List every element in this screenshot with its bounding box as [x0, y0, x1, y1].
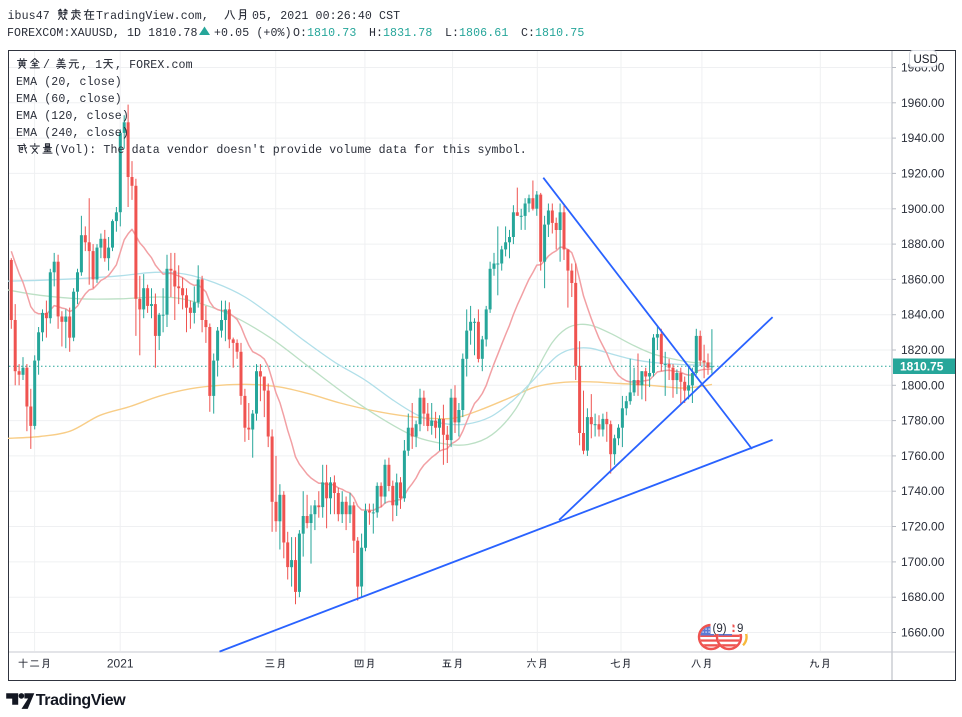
svg-text:1700.00: 1700.00 [901, 555, 945, 569]
svg-text:1831.78: 1831.78 [383, 27, 432, 40]
svg-text:EMA (20, close): EMA (20, close) [16, 76, 122, 89]
svg-text:1820.00: 1820.00 [901, 343, 945, 357]
svg-text:USD: USD [914, 54, 938, 66]
svg-text:/: / [43, 59, 50, 72]
svg-text:1680.00: 1680.00 [901, 590, 945, 604]
svg-text:1960.00: 1960.00 [901, 96, 945, 110]
svg-text:1760.00: 1760.00 [901, 449, 945, 463]
svg-text:1800.00: 1800.00 [901, 378, 945, 392]
svg-text:TradingView: TradingView [36, 692, 127, 709]
svg-text:ibus47: ibus47 [8, 10, 50, 23]
svg-text:(9): (9) [713, 623, 727, 635]
svg-text:C:: C: [521, 27, 535, 40]
svg-text:TradingView.com,: TradingView.com, [96, 10, 209, 23]
svg-text:+0.05 (+0%): +0.05 (+0%) [214, 27, 292, 40]
svg-text:05, 2021 00:26:40 CST: 05, 2021 00:26:40 CST [252, 10, 400, 23]
svg-text:EMA (240, close): EMA (240, close) [16, 127, 129, 140]
svg-text:1810.73: 1810.73 [307, 27, 356, 40]
svg-text:1860.00: 1860.00 [901, 272, 945, 286]
svg-text:FOREXCOM:XAUUSD, 1D 1810.78: FOREXCOM:XAUUSD, 1D 1810.78 [7, 27, 198, 40]
svg-text:1880.00: 1880.00 [901, 237, 945, 251]
svg-text:1810.75: 1810.75 [900, 360, 944, 374]
svg-text:EMA (120, close): EMA (120, close) [16, 110, 129, 123]
svg-text:(Vol): The data vendor doesn't: (Vol): The data vendor doesn't provide v… [54, 144, 527, 157]
svg-text:1940.00: 1940.00 [901, 131, 945, 145]
svg-text:1900.00: 1900.00 [901, 202, 945, 216]
svg-text:O:: O: [293, 27, 307, 40]
svg-text:1806.61: 1806.61 [459, 27, 508, 40]
svg-text:H:: H: [369, 27, 383, 40]
svg-text:9: 9 [737, 623, 743, 635]
svg-text:EMA (60, close): EMA (60, close) [16, 93, 122, 106]
svg-text:L:: L: [445, 27, 459, 40]
svg-text:1840.00: 1840.00 [901, 308, 945, 322]
svg-text:2021: 2021 [107, 657, 134, 671]
svg-text:1740.00: 1740.00 [901, 484, 945, 498]
svg-text:1660.00: 1660.00 [901, 626, 945, 640]
svg-text:1810.75: 1810.75 [535, 27, 584, 40]
svg-text:, FOREX.com: , FOREX.com [115, 59, 193, 72]
svg-text:1720.00: 1720.00 [901, 520, 945, 534]
svg-text:1920.00: 1920.00 [901, 166, 945, 180]
svg-text:, 1: , 1 [81, 59, 102, 72]
svg-text:1780.00: 1780.00 [901, 414, 945, 428]
